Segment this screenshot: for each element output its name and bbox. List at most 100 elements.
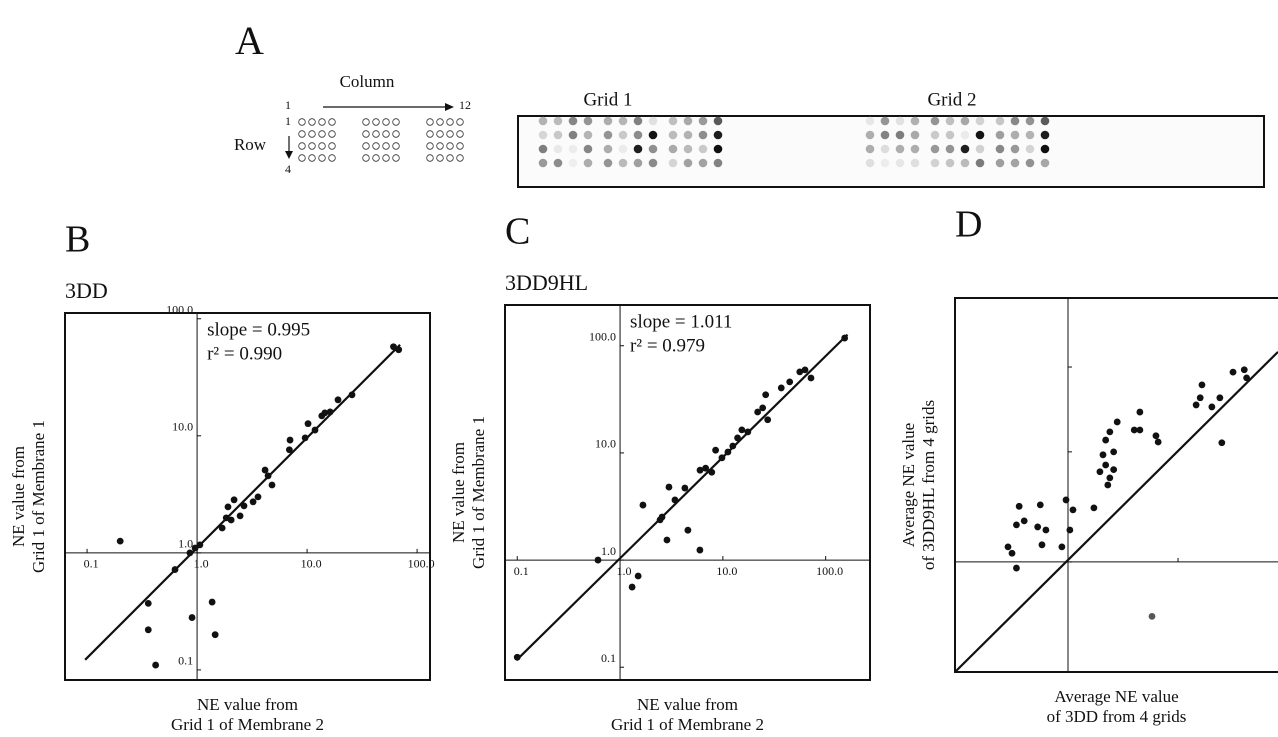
plot-frame	[954, 297, 1278, 673]
data-point	[1198, 381, 1206, 389]
data-point	[777, 384, 785, 392]
blot-spot	[698, 144, 708, 154]
panel-letter: A	[235, 18, 264, 63]
blot-spot	[1025, 158, 1035, 168]
data-point	[594, 556, 602, 564]
data-point	[326, 408, 334, 416]
spot-outline	[318, 130, 326, 138]
data-point	[1069, 506, 1077, 514]
blot-spot	[568, 116, 578, 126]
spot-outline	[382, 154, 390, 162]
spot-outline	[318, 142, 326, 150]
data-point	[696, 466, 704, 474]
blot-spot	[698, 130, 708, 140]
data-point	[513, 653, 521, 661]
spot-outline	[328, 142, 336, 150]
data-point	[1015, 502, 1023, 510]
spot-outline	[298, 118, 306, 126]
blot-spot	[568, 130, 578, 140]
blot-spot	[1010, 158, 1020, 168]
y-axis-label: of 3DD9HL from 4 grids	[919, 400, 938, 570]
data-point	[1008, 549, 1016, 557]
blot-spot	[1010, 144, 1020, 154]
blot-spot	[1040, 116, 1050, 126]
x-tick-label: 0.1	[514, 564, 529, 578]
data-point	[224, 503, 232, 511]
blot-spot	[865, 144, 875, 154]
data-point	[1136, 426, 1144, 434]
blot-spot	[698, 158, 708, 168]
blot-spot	[1040, 144, 1050, 154]
blot-spot	[930, 144, 940, 154]
blot-spot	[603, 158, 613, 168]
spot-outline	[328, 118, 336, 126]
x-axis-label: Grid 1 of Membrane 2	[611, 715, 764, 734]
blot-spot	[553, 158, 563, 168]
row-label: Row	[234, 135, 267, 154]
blot-spot	[683, 116, 693, 126]
data-point	[786, 378, 794, 386]
blot-spot	[880, 130, 890, 140]
data-point	[144, 600, 152, 607]
data-point	[754, 408, 762, 416]
spot-outline	[426, 130, 434, 138]
blot-spot	[895, 158, 905, 168]
data-point	[1036, 501, 1044, 509]
x-axis-label: NE value from	[197, 695, 298, 714]
blot-spot	[865, 130, 875, 140]
data-point	[663, 536, 671, 544]
data-point	[1110, 466, 1118, 474]
spot-outline	[328, 130, 336, 138]
data-point	[665, 483, 673, 491]
spot-outline	[372, 130, 380, 138]
spot-outline	[298, 130, 306, 138]
data-point	[1090, 504, 1098, 512]
data-point	[249, 498, 257, 506]
data-point	[1216, 394, 1224, 402]
data-point	[1240, 366, 1248, 374]
data-point	[718, 454, 726, 462]
spot-outline	[436, 142, 444, 150]
y-axis-label: Grid 1 of Membrane 1	[29, 420, 48, 573]
spot-outline	[392, 130, 400, 138]
data-point	[764, 416, 772, 424]
y-tick-label: 100.0	[166, 303, 193, 317]
data-point	[1154, 438, 1162, 446]
blot-spot	[683, 130, 693, 140]
plot-frame	[504, 304, 871, 681]
blot-spot	[648, 144, 658, 154]
blot-spot	[568, 158, 578, 168]
data-point	[1130, 426, 1138, 434]
y-axis-label: NE value from	[9, 446, 28, 547]
data-point	[321, 409, 329, 417]
col-start: 1	[285, 98, 291, 112]
blot-spot	[618, 158, 628, 168]
blot-spot	[1025, 144, 1035, 154]
blot-spot	[1040, 130, 1050, 140]
data-point	[395, 346, 403, 354]
data-point	[311, 426, 319, 434]
data-point	[1066, 526, 1074, 534]
data-point	[1148, 612, 1156, 620]
spot-outline	[446, 118, 454, 126]
data-point	[759, 404, 767, 412]
spot-outline	[456, 142, 464, 150]
y-tick-label: 10.0	[595, 437, 616, 451]
data-point	[1099, 451, 1107, 459]
data-point	[1229, 368, 1237, 376]
blot-spot	[553, 130, 563, 140]
blot-spot	[895, 116, 905, 126]
data-point	[1208, 403, 1216, 411]
data-point	[236, 512, 244, 520]
blot-spot	[683, 158, 693, 168]
spot-outline	[446, 154, 454, 162]
data-point	[1020, 517, 1028, 525]
data-point	[807, 374, 815, 382]
spot-outline	[298, 154, 306, 162]
spot-outline	[426, 118, 434, 126]
data-point	[744, 428, 752, 436]
blot-spot	[683, 144, 693, 154]
blot-spot	[975, 116, 985, 126]
blot-spot	[538, 144, 548, 154]
blot-spot	[960, 116, 970, 126]
